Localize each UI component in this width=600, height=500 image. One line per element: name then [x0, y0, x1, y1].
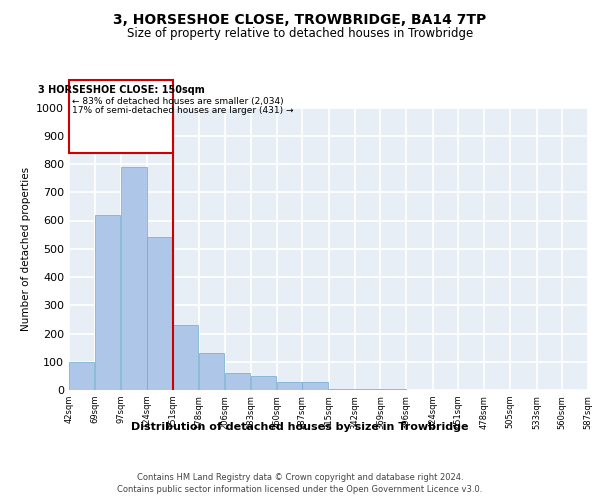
Bar: [302, 382, 328, 390]
Text: Distribution of detached houses by size in Trowbridge: Distribution of detached houses by size …: [131, 422, 469, 432]
Bar: [329, 388, 354, 390]
Text: 17% of semi-detached houses are larger (431) →: 17% of semi-detached houses are larger (…: [72, 106, 293, 115]
Text: ← 83% of detached houses are smaller (2,034): ← 83% of detached houses are smaller (2,…: [72, 96, 284, 106]
Bar: [277, 382, 302, 390]
Bar: [173, 325, 198, 390]
Bar: [355, 389, 380, 390]
Text: 3, HORSESHOE CLOSE, TROWBRIDGE, BA14 7TP: 3, HORSESHOE CLOSE, TROWBRIDGE, BA14 7TP: [113, 12, 487, 26]
Bar: [147, 238, 172, 390]
Text: Contains HM Land Registry data © Crown copyright and database right 2024.: Contains HM Land Registry data © Crown c…: [137, 472, 463, 482]
Bar: [95, 215, 120, 390]
Text: 3 HORSESHOE CLOSE: 150sqm: 3 HORSESHOE CLOSE: 150sqm: [38, 85, 204, 95]
Bar: [121, 167, 146, 390]
Y-axis label: Number of detached properties: Number of detached properties: [20, 166, 31, 331]
Bar: [251, 376, 276, 390]
Text: Size of property relative to detached houses in Trowbridge: Size of property relative to detached ho…: [127, 28, 473, 40]
Bar: [69, 362, 94, 390]
Bar: [199, 354, 224, 390]
Bar: [225, 373, 250, 390]
Text: Contains public sector information licensed under the Open Government Licence v3: Contains public sector information licen…: [118, 485, 482, 494]
